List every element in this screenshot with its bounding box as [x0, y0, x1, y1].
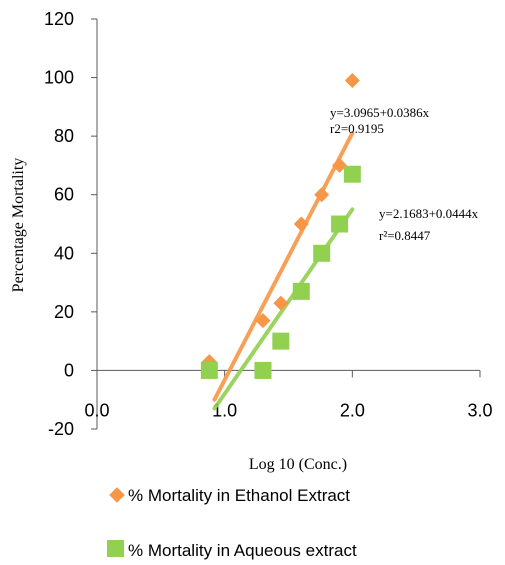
- point-ethanol: [255, 313, 271, 329]
- point-aqueous: [331, 215, 349, 233]
- y-tick-label: 80: [54, 126, 74, 146]
- point-aqueous: [343, 165, 361, 183]
- point-ethanol: [273, 295, 289, 311]
- point-ethanol: [344, 73, 360, 88]
- legend-marker-aqueous: [107, 540, 124, 557]
- point-aqueous: [200, 361, 218, 379]
- x-axis-title: Log 10 (Conc.): [249, 456, 347, 473]
- point-aqueous: [254, 361, 272, 379]
- legend-marker-ethanol: [109, 487, 125, 503]
- r-squared-label: r2=0.9195: [330, 121, 384, 136]
- y-tick-label: 120: [44, 9, 74, 29]
- y-tick-label: 0: [64, 360, 74, 380]
- point-ethanol: [314, 187, 330, 203]
- legend-label-aqueous: % Mortality in Aqueous extract: [128, 541, 357, 560]
- y-tick-label: 20: [54, 302, 74, 322]
- x-tick-label: 0.0: [84, 400, 109, 420]
- point-ethanol: [332, 157, 348, 173]
- point-aqueous: [272, 332, 290, 350]
- axes: [91, 18, 481, 430]
- y-axis-title: Percentage Mortality: [10, 158, 27, 293]
- legend-label-ethanol: % Mortality in Ethanol Extract: [128, 486, 350, 505]
- legend: % Mortality in Ethanol Extract % Mortali…: [107, 486, 357, 560]
- equation-label: y=3.0965+0.0386x: [330, 105, 430, 120]
- point-aqueous: [292, 282, 310, 300]
- y-tick-label: 60: [54, 185, 74, 205]
- trendlines: [212, 131, 355, 411]
- data-points: [200, 73, 361, 379]
- trendline-series-1: [212, 207, 355, 411]
- x-tick-label: 3.0: [467, 400, 492, 420]
- point-aqueous: [313, 244, 331, 262]
- r-squared-label: r²=0.8447: [379, 228, 431, 243]
- trendline-series-0: [212, 131, 355, 402]
- y-tick-label: -20: [48, 419, 74, 439]
- equation-label: y=2.1683+0.0444x: [379, 206, 479, 221]
- y-tick-label: 40: [54, 243, 74, 263]
- x-tick-label: 2.0: [340, 400, 365, 420]
- y-tick-label: 100: [44, 68, 74, 88]
- point-ethanol: [293, 216, 309, 232]
